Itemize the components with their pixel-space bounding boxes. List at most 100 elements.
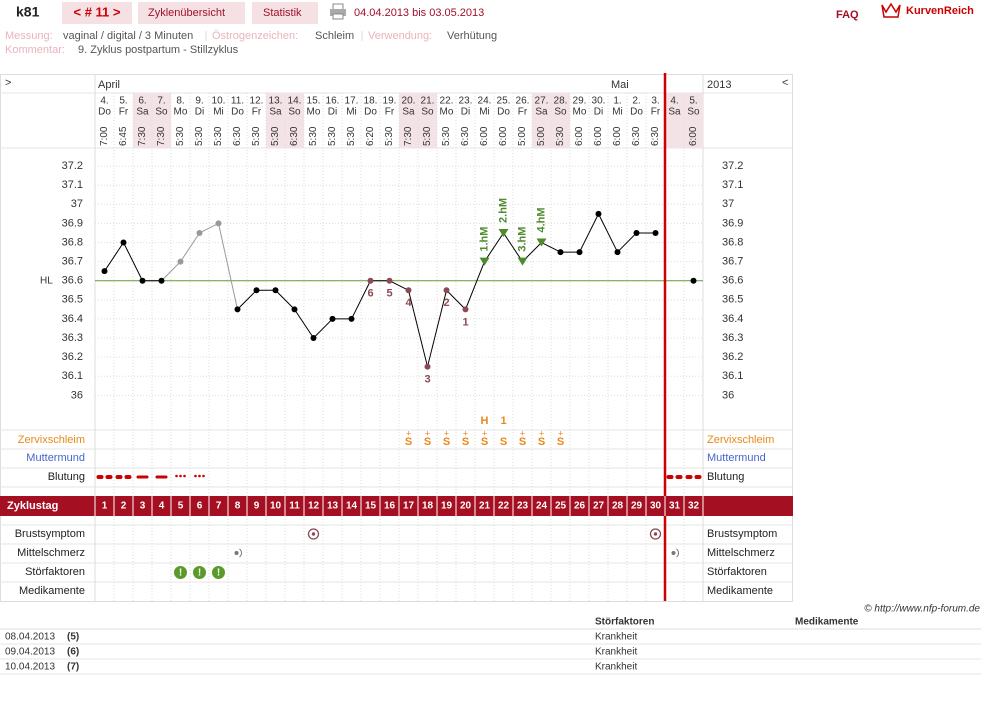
mucus: S	[557, 436, 564, 448]
time-label: 6:00	[593, 126, 604, 146]
y-tick-label: 36.3	[722, 332, 743, 344]
day-label: 5.	[119, 96, 127, 107]
y-tick-label: 36.1	[722, 370, 743, 382]
weekday-label: So	[288, 107, 301, 118]
day-label: 9.	[195, 96, 203, 107]
weekend-shade	[133, 93, 152, 148]
weekday-label: Mi	[612, 107, 623, 118]
y-tick-label: 36.6	[62, 275, 83, 287]
nav-left[interactable]: >	[5, 77, 11, 89]
time-label: 5:30	[194, 126, 205, 146]
faq-link[interactable]: FAQ	[836, 9, 859, 21]
cycle-day: 15	[365, 501, 377, 512]
weekday-label: Fr	[252, 107, 262, 118]
point-triangle	[479, 257, 490, 266]
weekend-shade	[285, 93, 304, 148]
bleeding	[105, 475, 113, 479]
mucus: S	[443, 436, 450, 448]
logo[interactable]: KurvenReich	[906, 5, 974, 17]
table-cell: 08.04.2013	[5, 632, 55, 643]
table-cell: 09.04.2013	[5, 647, 55, 658]
weekday-label: Fr	[651, 107, 661, 118]
line-segment	[503, 232, 523, 262]
print-icon[interactable]	[330, 3, 346, 20]
table-cell: Krankheit	[595, 647, 637, 658]
cycle-day: 29	[631, 501, 643, 512]
disturbance-mark: !	[198, 568, 201, 579]
mucus-plus: +	[520, 428, 525, 438]
day-label: 5.	[689, 96, 697, 107]
mucus-plus: +	[463, 428, 468, 438]
y-tick-label: 36.2	[722, 351, 743, 363]
tab-label[interactable]: Zyklenübersicht	[148, 7, 225, 19]
y-tick-label: 37	[722, 198, 734, 210]
point	[215, 220, 222, 227]
weekend-shade	[152, 93, 171, 148]
day-label: 13.	[269, 96, 283, 107]
mittelschmerz-icon	[234, 551, 239, 555]
line-segment	[104, 242, 124, 272]
mucus-plus: +	[558, 428, 563, 438]
time-label: 7:30	[156, 126, 167, 146]
weekday-label: Sa	[136, 107, 149, 118]
point	[196, 229, 203, 236]
bleeding	[666, 475, 674, 479]
cycle-nav[interactable]: < # 11 >	[74, 4, 121, 19]
cycle-day: 2	[121, 501, 127, 512]
breast-icon	[307, 528, 320, 540]
line-segment	[161, 261, 181, 282]
cycle-day: 32	[688, 501, 700, 512]
point	[272, 287, 279, 294]
time-label: 6:00	[574, 126, 585, 146]
weekend-shade	[418, 93, 437, 148]
disturbance-mark: !	[217, 568, 220, 579]
bleeding	[96, 475, 104, 479]
bleeding	[675, 475, 683, 479]
time-label: 5:00	[517, 126, 528, 146]
mucus-plus: +	[444, 428, 449, 438]
y-tick-label: 36.5	[722, 294, 743, 306]
day-label: 6.	[138, 96, 146, 107]
cycle-box[interactable]	[62, 2, 132, 24]
point	[120, 239, 127, 246]
cycle-day: 11	[289, 501, 300, 512]
cycle-day: 6	[197, 501, 203, 512]
point	[462, 306, 469, 313]
breast-icon	[311, 532, 316, 536]
weekday-label: So	[554, 107, 567, 118]
line-segment	[408, 290, 428, 367]
cycle-day: 21	[479, 501, 491, 512]
day-label: 18.	[364, 96, 378, 107]
time-label: 6:30	[232, 126, 243, 146]
tab-label[interactable]: Statistik	[263, 7, 302, 19]
mucus-plus: +	[482, 428, 487, 438]
y-tick-label: 36.9	[722, 217, 743, 229]
disturbance-icon	[174, 566, 187, 579]
info-value: 9. Zyklus postpartum - Stillzyklus	[78, 44, 239, 56]
weekday-label: Di	[461, 107, 470, 118]
weekday-label: Fr	[385, 107, 395, 118]
y-tick-label: 36.7	[722, 256, 743, 268]
weekend-shade	[665, 93, 684, 148]
cycle-day: 27	[593, 501, 605, 512]
low-label: 6	[367, 288, 373, 300]
row-label: Brustsymptom	[15, 528, 85, 540]
y-tick-label: 36.9	[62, 217, 83, 229]
coverline-label: HL	[40, 275, 53, 286]
day-label: 2.	[632, 96, 640, 107]
row-label: Medikamente	[707, 585, 773, 597]
tab[interactable]	[138, 2, 245, 24]
cycle-day: 26	[574, 501, 586, 512]
weekday-label: So	[155, 107, 168, 118]
weekday-label: Do	[630, 107, 643, 118]
weekday-label: Fr	[518, 107, 528, 118]
mucus: S	[500, 436, 507, 448]
bleeding	[115, 475, 123, 479]
tab[interactable]	[252, 2, 318, 24]
nav-right[interactable]: <	[782, 77, 788, 89]
cycle-day: 8	[235, 501, 241, 512]
day-label: 29.	[573, 96, 587, 107]
month-label: April	[98, 79, 120, 91]
bleeding	[194, 474, 197, 478]
